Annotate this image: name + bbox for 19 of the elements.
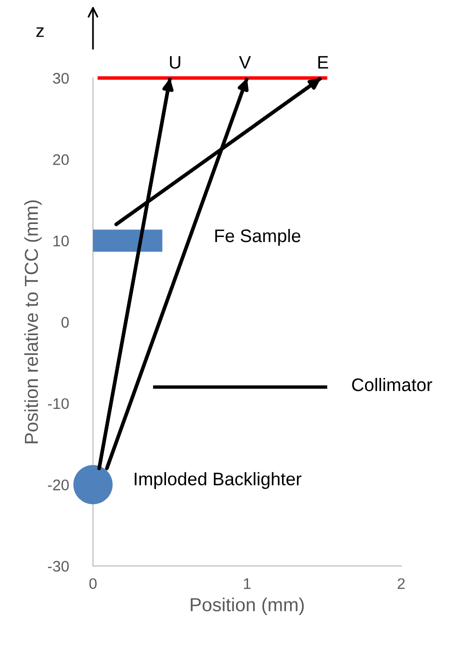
x-tick-label: 1 [244,578,251,589]
annotation: Fe Sample [215,228,300,246]
x-axis-title: Position (mm) [190,598,304,616]
y-tick-label: 0 [61,316,69,328]
x-tick-label: 0 [89,578,97,590]
y-tick-label: 30 [52,72,69,84]
x-tick-label: 2 [398,578,405,589]
text: z [36,27,44,37]
y-tick-label: -10 [48,398,69,410]
y-tick-label: -20 [48,480,69,490]
y-axis-title: Position relative to TCC (mm) [24,200,42,444]
y-tick-label: -30 [48,560,69,572]
y-tick-label: 10 [54,236,69,246]
text: V [239,56,251,69]
y-tick-label: 20 [53,154,69,166]
annotation: Collimator [352,378,432,392]
text: E [318,56,328,69]
text: U [170,56,180,69]
annotation: Imploded Backlighter [134,472,302,489]
